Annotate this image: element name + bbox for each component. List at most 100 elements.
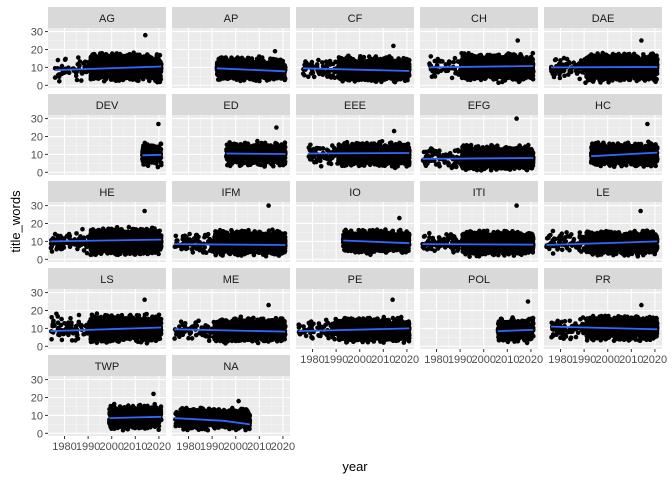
data-point	[76, 55, 81, 60]
data-point	[102, 61, 107, 67]
data-point	[119, 59, 124, 64]
data-point	[281, 62, 286, 68]
data-point	[74, 77, 80, 83]
data-point	[282, 76, 288, 81]
data-point	[402, 58, 408, 64]
data-point	[357, 76, 362, 81]
data-point	[229, 73, 234, 78]
data-point	[136, 67, 142, 72]
data-point	[367, 72, 373, 77]
data-point	[138, 73, 143, 79]
data-point	[140, 68, 146, 74]
data-point	[145, 54, 151, 59]
data-point	[387, 54, 392, 59]
data-point	[317, 71, 322, 77]
facet-strip	[48, 7, 166, 28]
y-tick-label: 20	[31, 44, 43, 56]
data-point	[370, 74, 376, 79]
facet-cf: CF	[296, 7, 414, 88]
data-point	[330, 61, 336, 67]
data-point	[223, 61, 228, 66]
data-point	[328, 75, 334, 80]
data-point	[98, 74, 104, 80]
facet-strip-label: AG	[99, 13, 115, 25]
data-point	[81, 61, 86, 66]
data-point	[143, 32, 148, 38]
data-point	[157, 79, 163, 85]
data-point	[359, 71, 365, 76]
facet-ch: CH	[420, 7, 538, 88]
data-point	[325, 69, 331, 75]
data-point	[342, 60, 348, 65]
data-point	[348, 60, 354, 66]
data-point	[391, 79, 397, 84]
data-point	[259, 55, 265, 60]
data-point	[449, 75, 455, 81]
data-point	[116, 78, 122, 83]
data-point	[340, 70, 345, 75]
data-point	[124, 70, 129, 76]
facet-strip-label: CF	[348, 13, 363, 25]
data-point	[104, 58, 110, 63]
data-point	[73, 73, 79, 79]
data-point	[258, 62, 264, 68]
data-point	[247, 65, 253, 70]
data-point	[359, 58, 364, 63]
data-point	[268, 73, 274, 78]
facet-ap: AP	[172, 7, 290, 88]
data-point	[127, 70, 133, 76]
data-point	[142, 73, 148, 78]
data-point	[63, 56, 68, 62]
data-point	[452, 55, 458, 61]
data-point	[228, 62, 233, 68]
data-point	[361, 54, 367, 60]
data-point	[57, 79, 62, 84]
data-point	[233, 61, 239, 67]
data-point	[248, 71, 253, 76]
data-point	[273, 59, 279, 64]
data-point	[120, 73, 126, 78]
data-point	[224, 56, 229, 62]
data-point	[348, 55, 353, 61]
data-point	[258, 73, 264, 79]
data-point	[55, 73, 61, 78]
data-point	[89, 61, 95, 66]
data-point	[240, 58, 245, 63]
data-point	[88, 76, 94, 82]
data-point	[127, 57, 132, 63]
data-point	[309, 63, 314, 69]
data-point	[98, 55, 103, 60]
data-point	[119, 62, 125, 68]
data-point	[352, 73, 357, 78]
data-point	[369, 58, 374, 64]
data-point	[338, 59, 344, 65]
data-point	[358, 54, 363, 59]
data-point	[268, 66, 273, 71]
data-point	[114, 56, 120, 61]
data-point	[94, 63, 99, 69]
trend-line	[216, 67, 286, 73]
data-point	[387, 60, 393, 65]
data-point	[443, 67, 448, 72]
data-point	[365, 65, 371, 70]
data-point	[440, 59, 445, 64]
data-point	[79, 71, 85, 76]
data-point	[303, 59, 308, 64]
data-point	[428, 54, 434, 59]
data-point	[327, 58, 333, 64]
data-point	[356, 63, 361, 68]
data-point	[310, 69, 315, 74]
data-point	[92, 51, 97, 57]
data-point	[229, 55, 234, 60]
data-point	[451, 59, 457, 65]
data-point	[241, 69, 247, 75]
data-point	[138, 59, 144, 65]
data-point	[378, 63, 384, 68]
data-point	[147, 74, 152, 80]
y-tick-label: 30	[31, 27, 43, 39]
data-point	[59, 71, 64, 77]
data-point	[398, 61, 403, 66]
facet-strip	[172, 7, 290, 28]
